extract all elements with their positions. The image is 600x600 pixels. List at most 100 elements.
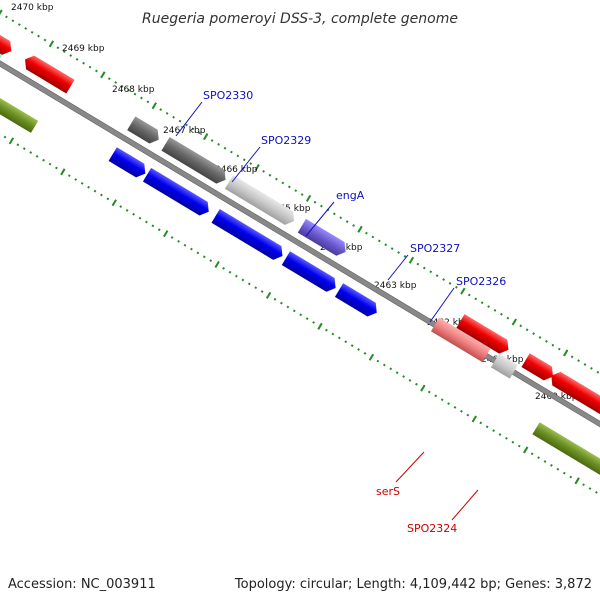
ruler-minor-tick <box>595 491 598 494</box>
ruler-minor-tick <box>537 456 540 460</box>
gene-spo2324[interactable] <box>490 353 519 379</box>
ruler-minor-tick <box>235 274 238 278</box>
ruler-minor-tick <box>146 100 150 104</box>
ruler-minor-tick <box>363 351 367 355</box>
ruler-minor-tick <box>448 282 452 285</box>
ruler-minor-tick <box>365 231 368 235</box>
gene-feature[interactable] <box>521 353 557 383</box>
ruler-minor-tick <box>313 200 317 204</box>
ruler-major-tick <box>254 163 260 172</box>
gene-label-spo2326[interactable]: SPO2326 <box>456 275 506 288</box>
genome-backbone <box>0 13 600 482</box>
gene-label-sers[interactable]: serS <box>376 485 400 498</box>
ruler-minor-tick <box>569 475 573 479</box>
label-leader-line <box>451 489 479 521</box>
gene-sers[interactable] <box>430 317 491 363</box>
track-feature[interactable] <box>532 422 600 486</box>
gene-label-spo2330[interactable]: SPO2330 <box>203 89 253 102</box>
gene-feature[interactable] <box>211 209 286 263</box>
ruler-minor-tick <box>127 88 130 92</box>
ruler-minor-tick <box>125 209 129 212</box>
ruler-minor-tick <box>485 425 489 429</box>
ruler-minor-tick <box>429 270 433 274</box>
kbp-label: 2469 kbp <box>62 44 105 54</box>
ruler-minor-tick <box>242 158 246 162</box>
ruler-minor-tick <box>530 452 534 456</box>
gene-label-spo2324[interactable]: SPO2324 <box>407 522 457 535</box>
ruler-minor-tick <box>505 436 508 440</box>
ruler-minor-tick <box>422 266 426 270</box>
ruler-minor-tick <box>460 409 463 413</box>
ruler-major-tick <box>214 260 220 269</box>
ruler-minor-tick <box>43 38 47 42</box>
ruler-minor-tick <box>538 336 542 339</box>
ruler-minor-tick <box>254 286 258 290</box>
ruler-minor-tick <box>217 142 220 146</box>
ruler-major-tick <box>163 230 169 238</box>
ruler-minor-tick <box>294 189 298 193</box>
ruler-minor-tick <box>241 278 245 282</box>
ruler-minor-tick <box>286 305 290 309</box>
gene-feature[interactable] <box>142 167 213 219</box>
ruler-minor-tick <box>185 123 188 127</box>
label-leader-line <box>305 201 335 237</box>
gene-spo2329[interactable] <box>161 136 229 187</box>
gene-feature[interactable] <box>547 369 600 421</box>
ruler-minor-tick <box>5 15 8 19</box>
gene-spo2330[interactable] <box>127 116 163 146</box>
ruler-minor-tick <box>80 182 84 185</box>
ruler-minor-tick <box>228 270 232 274</box>
ruler-minor-tick <box>474 297 478 301</box>
ruler-minor-tick <box>82 61 85 65</box>
ruler-minor-tick <box>3 135 7 139</box>
ruler-major-tick <box>100 71 106 79</box>
ruler-minor-tick <box>352 224 355 227</box>
ruler-minor-tick <box>543 460 547 463</box>
ruler-major-tick <box>305 194 312 202</box>
ruler-major-tick <box>111 199 117 207</box>
ruler-minor-tick <box>312 321 315 324</box>
ruler-minor-tick <box>67 174 71 178</box>
ruler-minor-tick <box>165 112 169 115</box>
ruler-minor-tick <box>87 185 90 189</box>
ruler-minor-tick <box>107 77 111 81</box>
gene-feature[interactable] <box>108 147 150 180</box>
ruler-major-tick <box>151 102 157 110</box>
ruler-minor-tick <box>325 328 328 332</box>
ruler-minor-tick <box>222 267 225 270</box>
ruler-minor-tick <box>506 316 510 320</box>
gene-label-enga[interactable]: engA <box>336 189 365 202</box>
ruler-minor-tick <box>159 108 163 111</box>
ruler-minor-tick <box>100 193 103 197</box>
gene-enga[interactable] <box>224 175 298 228</box>
ruler-minor-tick <box>29 151 33 154</box>
track-feature[interactable] <box>0 66 39 133</box>
ruler-minor-tick <box>305 317 309 320</box>
ruler-minor-tick <box>453 406 457 409</box>
ruler-minor-tick <box>550 464 553 467</box>
ruler-minor-tick <box>191 127 195 131</box>
ruler-minor-tick <box>88 65 92 69</box>
gene-label-spo2327[interactable]: SPO2327 <box>410 242 460 255</box>
ruler-minor-tick <box>119 205 123 208</box>
ruler-minor-tick <box>377 239 381 243</box>
ruler-minor-tick <box>281 181 285 185</box>
ruler-minor-tick <box>583 363 587 366</box>
gene-spo2327[interactable] <box>297 218 350 259</box>
gene-feature[interactable] <box>281 251 340 295</box>
ruler-minor-tick <box>498 433 502 436</box>
gene-feature[interactable] <box>456 314 512 357</box>
gene-label-spo2329[interactable]: SPO2329 <box>261 134 311 147</box>
ruler-minor-tick <box>577 359 580 363</box>
ruler-major-tick <box>60 168 66 176</box>
ruler-minor-tick <box>170 236 174 239</box>
label-leader-line <box>395 451 425 483</box>
ruler-minor-tick <box>562 471 566 475</box>
gene-feature[interactable] <box>21 52 75 94</box>
ruler-minor-tick <box>172 115 175 119</box>
gene-spo2326[interactable] <box>334 283 381 319</box>
ruler-minor-tick <box>466 413 470 417</box>
ruler-minor-tick <box>280 301 283 305</box>
ruler-minor-tick <box>262 170 265 173</box>
